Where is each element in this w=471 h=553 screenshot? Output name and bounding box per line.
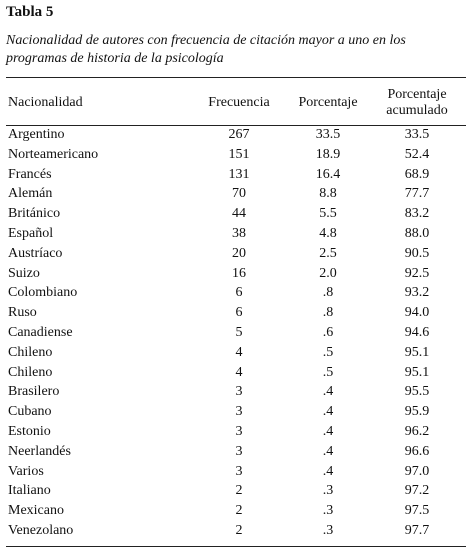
table-cell: .3: [322, 523, 334, 538]
table-cell: Norteamericano: [8, 146, 99, 162]
table-cell: .8: [322, 285, 334, 301]
table-cell: 5: [235, 325, 243, 340]
table-cell: 4.8: [319, 226, 337, 241]
table-cell: Neerlandés: [8, 443, 71, 459]
table-cell: .4: [322, 443, 334, 459]
table-cell: Italiano: [8, 483, 51, 499]
table-cell: .4: [322, 424, 334, 439]
table-cell: Cubano: [8, 404, 52, 420]
table-cell: 3: [235, 463, 243, 479]
table-cell: 8.8: [319, 186, 337, 202]
table-title: Tabla 5: [6, 4, 54, 20]
table-cell: 3: [235, 443, 243, 459]
table-cell: Chileno: [8, 344, 53, 360]
table-cell: .3: [322, 503, 334, 519]
table-cell: .6: [322, 325, 334, 340]
rule: [6, 125, 466, 126]
table-cell: 97.7: [404, 523, 430, 538]
caption-line: Nacionalidad de autores con frecuencia d…: [6, 33, 406, 48]
table-cell: 6: [235, 305, 243, 321]
table-cell: 70: [232, 186, 246, 202]
table-cell: Ruso: [8, 305, 37, 321]
table-cell: 77.7: [404, 186, 430, 202]
table-cell: 95.1: [404, 344, 430, 360]
table-cell: 92.5: [404, 265, 430, 281]
table-cell: .4: [322, 463, 334, 479]
table-cell: .3: [322, 483, 334, 499]
table-cell: 33.5: [404, 127, 430, 142]
table-cell: 68.9: [404, 166, 430, 182]
table-cell: 4: [235, 364, 243, 380]
table-cell: 20: [232, 245, 246, 261]
table-cell: .5: [322, 344, 334, 360]
table-cell: 88.0: [404, 226, 430, 241]
table-cell: 267: [228, 127, 250, 142]
table-cell: 2: [235, 523, 243, 538]
table-cell: 97.2: [404, 483, 430, 499]
table-cell: Suizo: [8, 265, 40, 281]
table-cell: 94.6: [404, 325, 430, 340]
table-cell: Español: [8, 226, 54, 241]
table-cell: Varios: [8, 463, 44, 479]
rule: [6, 77, 466, 78]
table-cell: 95.5: [404, 384, 430, 400]
table-cell: 16: [232, 265, 246, 281]
table-cell: 97.5: [404, 503, 430, 519]
table-cell: 2.5: [319, 245, 337, 261]
rule: [6, 546, 466, 547]
table-cell: 96.6: [404, 443, 430, 459]
table-cell: Argentino: [8, 127, 65, 142]
table-cell: 18.9: [315, 146, 341, 162]
table-cell: 44: [232, 206, 246, 222]
table-cell: Austríaco: [8, 245, 63, 261]
table-cell: 16.4: [315, 166, 341, 182]
table-cell: 83.2: [404, 206, 430, 222]
table-cell: Brasilero: [8, 384, 60, 400]
table-cell: 5.5: [319, 206, 337, 222]
table-cell: Mexicano: [8, 503, 64, 519]
table-cell: 96.2: [404, 424, 430, 439]
table-cell: 97.0: [404, 463, 430, 479]
table-cell: 93.2: [404, 285, 430, 301]
table-cell: 38: [232, 226, 246, 241]
table-cell: Británico: [8, 206, 61, 222]
table-cell: Estonio: [8, 424, 51, 439]
table-cell: Colombiano: [8, 285, 78, 301]
table-cell: .5: [322, 364, 334, 380]
table-cell: 3: [235, 384, 243, 400]
table-cell: 131: [228, 166, 250, 182]
table-cell: Venezolano: [8, 523, 74, 538]
table-cell: Canadiense: [8, 325, 73, 340]
table-cell: 3: [235, 404, 243, 420]
table-cell: 94.0: [404, 305, 430, 321]
header-cell: Porcentaje: [387, 87, 447, 102]
table-cell: 52.4: [404, 146, 430, 162]
table-cell: 2: [235, 503, 243, 519]
table-cell: Chileno: [8, 364, 53, 380]
header-cell: acumulado: [386, 103, 448, 118]
table-cell: 33.5: [315, 127, 341, 142]
table-cell: 2.0: [319, 265, 337, 281]
table-cell: .4: [322, 404, 334, 420]
table-cell: 90.5: [404, 245, 430, 261]
table-cell: 95.1: [404, 364, 430, 380]
table-cell: Francés: [8, 166, 52, 182]
table-cell: 4: [235, 344, 243, 360]
table-cell: 3: [235, 424, 243, 439]
table-cell: 151: [228, 146, 250, 162]
table-cell: .4: [322, 384, 334, 400]
header-cell: Frecuencia: [208, 95, 270, 110]
header-cell: Nacionalidad: [8, 95, 83, 110]
caption-line: programas de historia de la psicología: [6, 51, 224, 66]
table-cell: Alemán: [8, 186, 53, 202]
header-cell: Porcentaje: [298, 95, 358, 110]
table-cell: 6: [235, 285, 243, 301]
table-cell: 2: [235, 483, 243, 499]
table-cell: .8: [322, 305, 334, 321]
table-cell: 95.9: [404, 404, 430, 420]
